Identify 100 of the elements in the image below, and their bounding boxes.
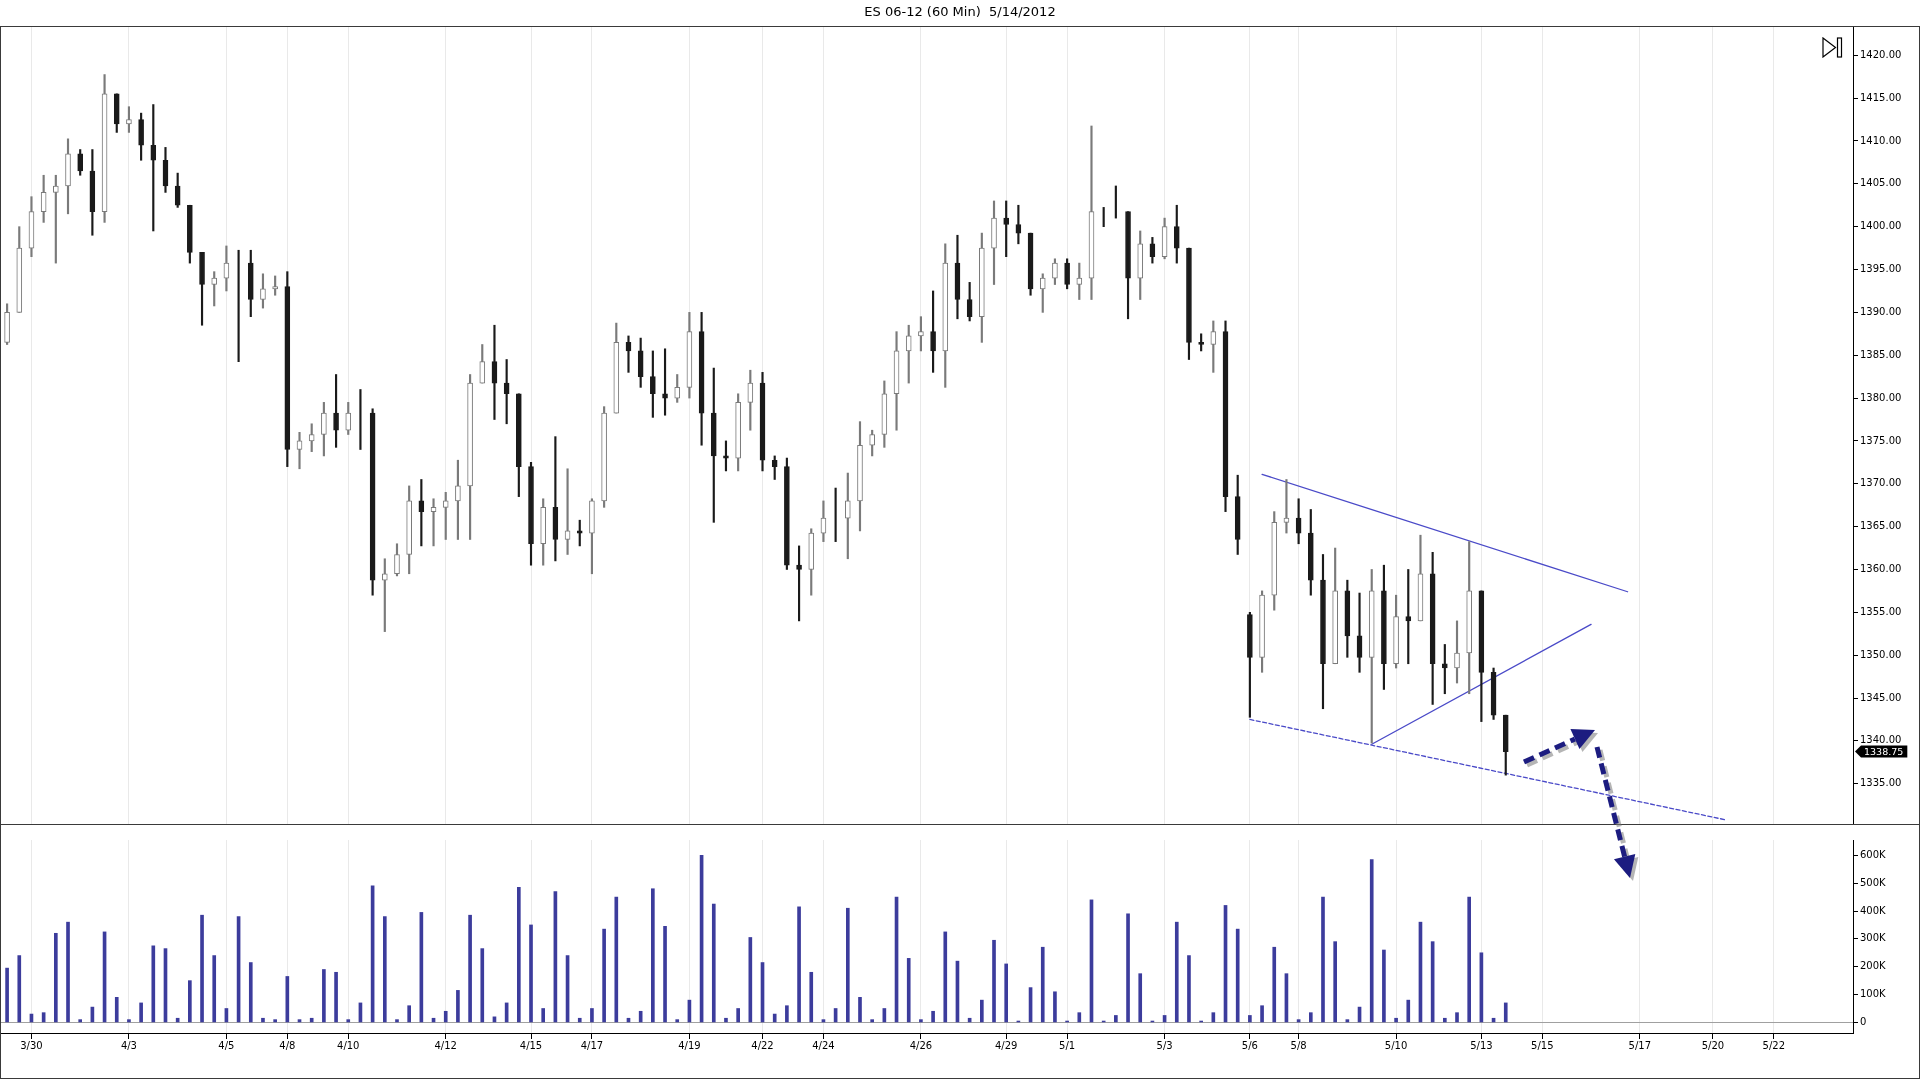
bar bbox=[1187, 955, 1191, 1023]
bar bbox=[1467, 896, 1472, 1023]
bar bbox=[1503, 1002, 1508, 1023]
bar bbox=[54, 932, 58, 1023]
bar bbox=[1235, 928, 1240, 1023]
bar bbox=[1308, 1012, 1313, 1023]
bar bbox=[1260, 1005, 1264, 1023]
y-tick-label: 600K bbox=[1860, 848, 1887, 860]
bar bbox=[1053, 991, 1057, 1023]
bar bbox=[809, 971, 814, 1023]
bar bbox=[870, 1019, 874, 1023]
bar bbox=[797, 906, 801, 1023]
x-tick-label: 5/15 bbox=[1531, 1039, 1554, 1051]
x-tick-label: 5/22 bbox=[1762, 1039, 1786, 1051]
bar bbox=[346, 1019, 351, 1023]
bar bbox=[1211, 1012, 1216, 1023]
y-tick-label: 300K bbox=[1860, 932, 1887, 944]
bar bbox=[577, 1017, 582, 1023]
bar bbox=[602, 928, 606, 1023]
x-tick-label: 4/29 bbox=[994, 1039, 1018, 1051]
x-tick-label: 4/3 bbox=[120, 1039, 137, 1051]
bar bbox=[736, 1008, 740, 1023]
bar bbox=[1248, 1015, 1252, 1023]
bar bbox=[151, 945, 156, 1023]
bar bbox=[614, 896, 619, 1023]
bar bbox=[1455, 1012, 1459, 1023]
bar bbox=[1443, 1017, 1447, 1023]
bar bbox=[261, 1017, 265, 1023]
bar bbox=[1126, 913, 1130, 1023]
x-tick-label: 5/10 bbox=[1384, 1039, 1408, 1051]
x-tick-label: 4/26 bbox=[909, 1039, 933, 1051]
bar bbox=[992, 939, 996, 1023]
bar bbox=[772, 1013, 777, 1023]
bar bbox=[468, 914, 472, 1023]
x-tick-label: 5/8 bbox=[1290, 1039, 1307, 1051]
bar bbox=[638, 1010, 643, 1023]
bar bbox=[78, 1019, 83, 1023]
candlestick bbox=[65, 138, 71, 215]
x-tick-label: 4/19 bbox=[678, 1039, 701, 1051]
bar bbox=[1272, 946, 1277, 1023]
bar bbox=[931, 1010, 935, 1023]
x-tick-label: 4/10 bbox=[337, 1039, 360, 1051]
x-tick-label: 5/20 bbox=[1701, 1039, 1725, 1051]
bar bbox=[175, 1017, 180, 1023]
bar bbox=[845, 907, 850, 1023]
bar bbox=[382, 916, 387, 1023]
bar bbox=[1394, 1017, 1398, 1023]
bar bbox=[322, 969, 326, 1023]
bar bbox=[285, 976, 290, 1023]
bar bbox=[200, 914, 204, 1023]
bar bbox=[456, 990, 460, 1023]
x-tick-label: 5/1 bbox=[1059, 1039, 1076, 1051]
bar bbox=[17, 955, 22, 1023]
bar bbox=[1382, 949, 1386, 1023]
y-tick-label: 500K bbox=[1860, 876, 1887, 888]
bar bbox=[785, 1005, 789, 1023]
candlestick bbox=[199, 252, 205, 326]
candlestick bbox=[394, 543, 400, 577]
candlestick bbox=[662, 348, 668, 416]
x-tick-label: 3/30 bbox=[20, 1039, 43, 1051]
y-tick-label: 100K bbox=[1860, 988, 1887, 1000]
candlestick bbox=[857, 421, 863, 532]
x-tick-label: 4/15 bbox=[519, 1039, 543, 1051]
x-tick-label: 5/6 bbox=[1241, 1039, 1258, 1051]
bar bbox=[724, 1017, 728, 1023]
bar bbox=[748, 937, 753, 1023]
bar bbox=[309, 1017, 314, 1023]
bar bbox=[651, 888, 655, 1023]
bar bbox=[395, 1019, 399, 1023]
bar bbox=[273, 1019, 277, 1023]
bar bbox=[127, 1019, 131, 1023]
bar bbox=[1321, 896, 1325, 1023]
bar bbox=[139, 1002, 143, 1023]
x-tick-label: 4/17 bbox=[580, 1039, 604, 1051]
x-tick-label: 4/24 bbox=[812, 1039, 835, 1051]
bar bbox=[212, 955, 217, 1023]
bar bbox=[858, 997, 862, 1023]
x-tick-label: 5/3 bbox=[1156, 1039, 1173, 1051]
bar bbox=[529, 924, 533, 1023]
bar bbox=[334, 971, 338, 1023]
y-tick-label: 400K bbox=[1860, 904, 1887, 916]
bar bbox=[919, 1019, 923, 1023]
bar bbox=[1174, 921, 1179, 1023]
bar bbox=[114, 997, 119, 1023]
bar bbox=[675, 1019, 680, 1023]
bar bbox=[517, 887, 521, 1023]
bar bbox=[980, 999, 984, 1023]
bar bbox=[1369, 859, 1374, 1023]
bar bbox=[407, 1005, 411, 1023]
x-tick-label: 4/12 bbox=[434, 1039, 457, 1051]
bar bbox=[590, 1008, 594, 1023]
x-tick-label: 5/13 bbox=[1470, 1039, 1493, 1051]
x-tick-label: 5/17 bbox=[1628, 1039, 1652, 1051]
candlestick bbox=[528, 462, 534, 566]
bar bbox=[1406, 999, 1411, 1023]
candlestick bbox=[260, 273, 266, 309]
bar bbox=[1004, 963, 1009, 1023]
bar bbox=[541, 1008, 546, 1023]
x-tick-label: 4/22 bbox=[751, 1039, 774, 1051]
bar bbox=[480, 948, 485, 1023]
